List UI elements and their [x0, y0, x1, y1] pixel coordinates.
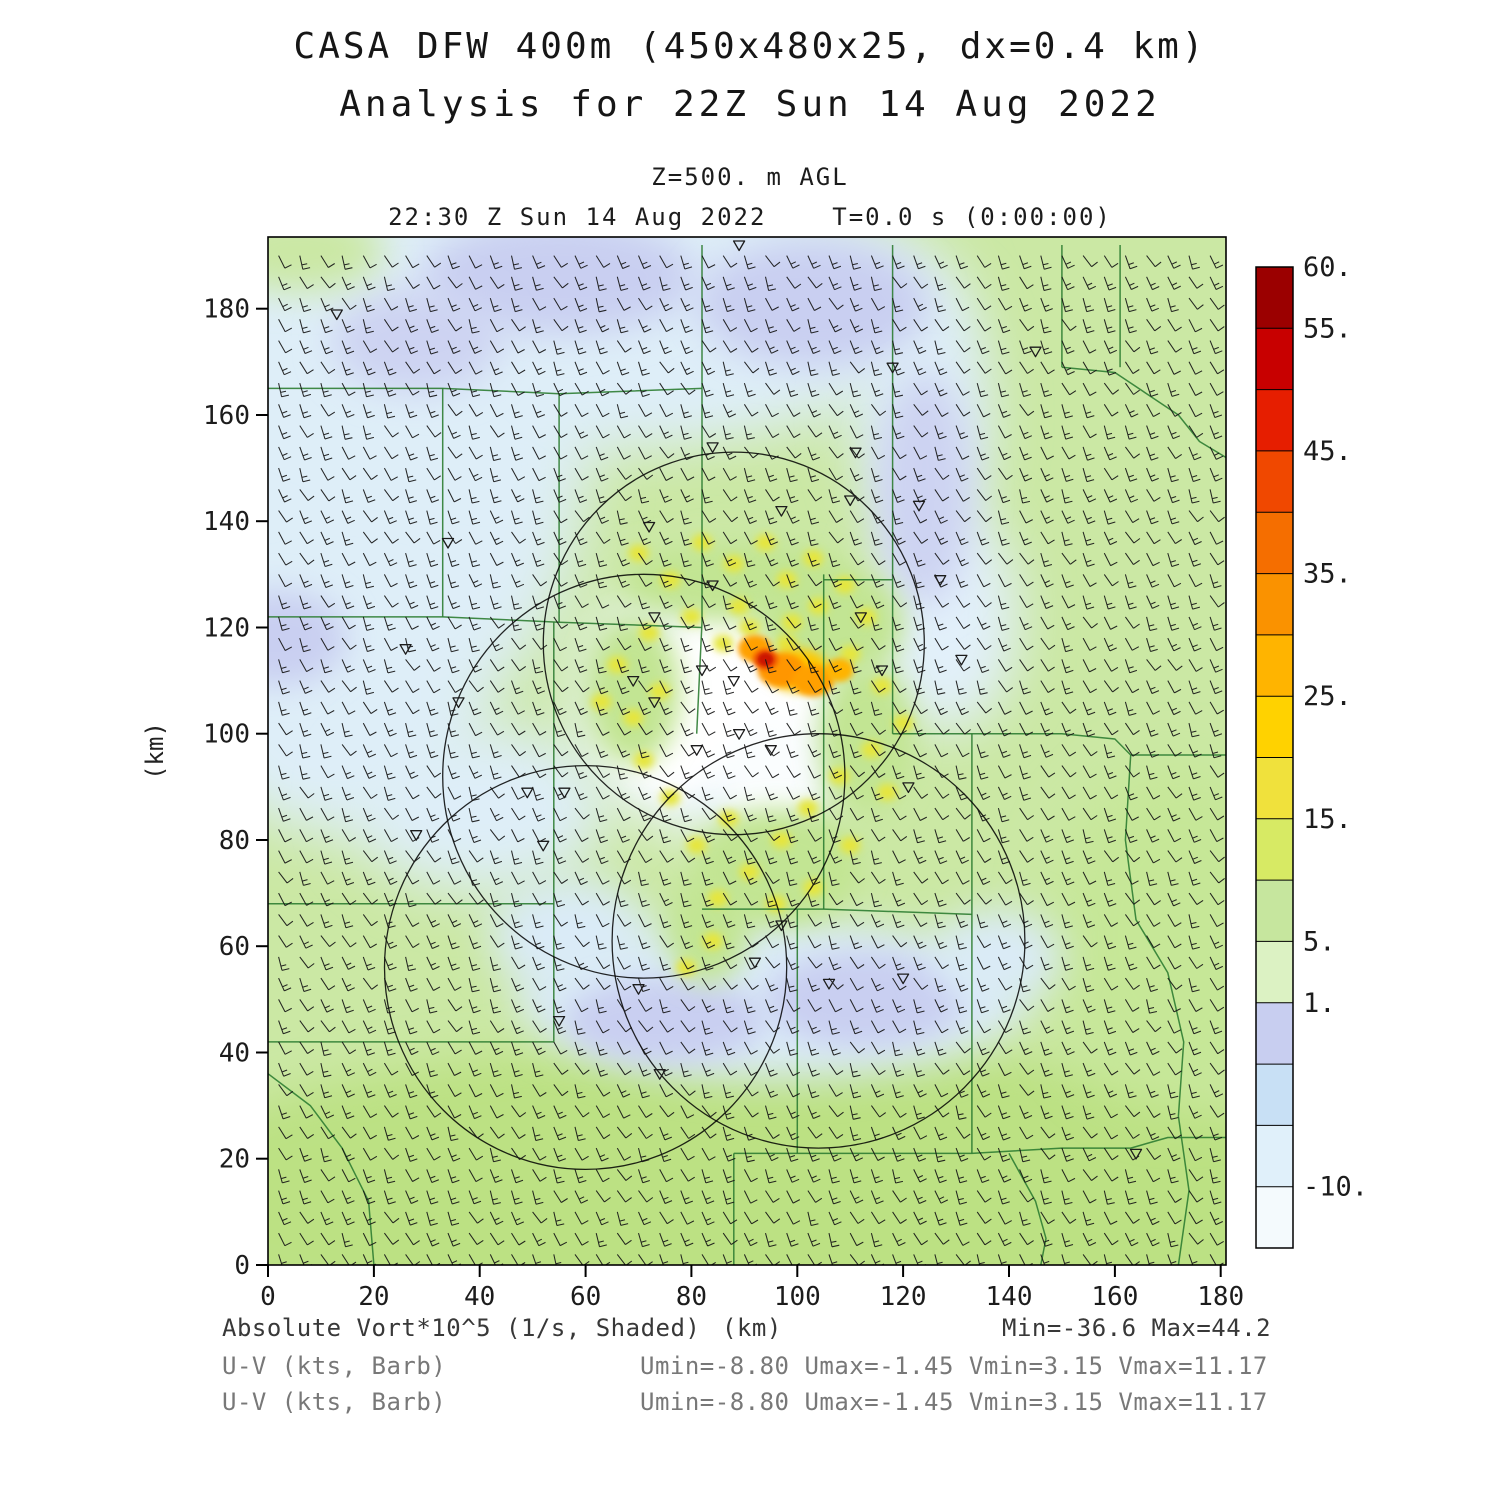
svg-text:5.: 5. — [1303, 926, 1336, 957]
svg-text:20: 20 — [358, 1282, 389, 1312]
svg-text:180: 180 — [203, 295, 250, 325]
wind-stats-1: Umin=-8.80 Umax=-1.45 Vmin=3.15 Vmax=11.… — [640, 1352, 1268, 1380]
wind-legend-label-2: U-V (kts, Barb) — [222, 1388, 447, 1416]
wind-barbs-layer — [278, 255, 1225, 1265]
svg-text:55.: 55. — [1303, 313, 1352, 344]
svg-text:140: 140 — [986, 1282, 1033, 1312]
svg-text:0: 0 — [234, 1251, 250, 1281]
svg-text:0: 0 — [260, 1282, 276, 1312]
svg-text:-10.: -10. — [1303, 1172, 1368, 1203]
svg-text:180: 180 — [1197, 1282, 1244, 1312]
svg-text:45.: 45. — [1303, 436, 1352, 467]
valid-time-label: 22:30 Z Sun 14 Aug 2022 T=0.0 s (0:00:00… — [388, 203, 1112, 231]
level-label: Z=500. m AGL — [651, 163, 849, 191]
svg-text:80: 80 — [676, 1282, 707, 1312]
svg-text:35.: 35. — [1303, 559, 1352, 590]
svg-text:25.: 25. — [1303, 681, 1352, 712]
svg-text:40: 40 — [464, 1282, 495, 1312]
y-axis-label: (km) — [140, 722, 169, 780]
figure-title: CASA DFW 400m (450x480x25, dx=0.4 km) — [293, 26, 1207, 67]
svg-text:100: 100 — [774, 1282, 821, 1312]
station-markers — [330, 240, 1143, 1160]
svg-text:140: 140 — [203, 507, 250, 537]
field-label: Absolute Vort*10^5 (1/s, Shaded) — [222, 1314, 701, 1342]
radar-range-circles — [383, 451, 1026, 1171]
svg-text:15.: 15. — [1303, 804, 1352, 835]
wind-legend-label-1: U-V (kts, Barb) — [222, 1352, 447, 1380]
svg-text:1.: 1. — [1303, 988, 1336, 1019]
svg-text:40: 40 — [219, 1039, 250, 1069]
field-minmax: Min=-36.6 Max=44.2 — [1002, 1314, 1272, 1342]
svg-text:80: 80 — [219, 826, 250, 856]
svg-text:60: 60 — [570, 1282, 601, 1312]
svg-text:120: 120 — [203, 614, 250, 644]
vorticity-shading — [268, 237, 1226, 1265]
svg-text:60.: 60. — [1303, 252, 1352, 283]
svg-text:20: 20 — [219, 1145, 250, 1175]
axes: 0 20 40 60 80 100 120 140 160 180 0 20 40 60 80 100 120 1… — [203, 236, 1244, 1312]
svg-text:60: 60 — [219, 932, 250, 962]
x-axis-unit-label: (km) — [722, 1314, 782, 1342]
figure-subtitle: Analysis for 22Z Sun 14 Aug 2022 — [339, 84, 1161, 125]
svg-text:100: 100 — [203, 720, 250, 750]
colorbar: 60. 55. 45. 35. 25. 15. 5. 1. -10. — [1255, 252, 1368, 1249]
county-boundaries — [268, 245, 1226, 1265]
svg-text:160: 160 — [203, 401, 250, 431]
svg-text:160: 160 — [1091, 1282, 1138, 1312]
svg-text:120: 120 — [880, 1282, 927, 1312]
wind-stats-2: Umin=-8.80 Umax=-1.45 Vmin=3.15 Vmax=11.… — [640, 1388, 1268, 1416]
